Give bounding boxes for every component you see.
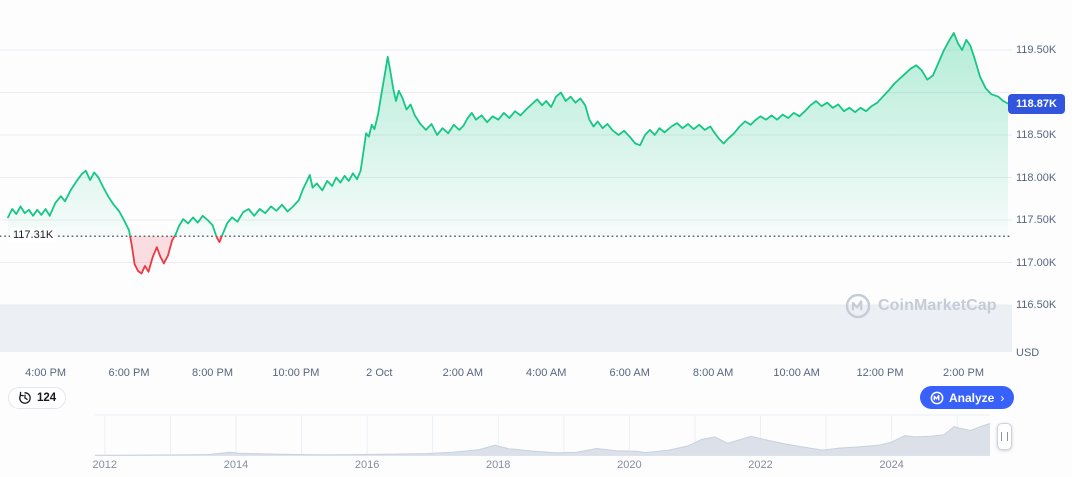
x-axis-label: 6:00 AM [609,367,650,379]
history-count-button[interactable]: 124 [8,387,67,409]
x-axis-label: 4:00 PM [25,367,67,379]
area-fill-below-baseline [130,236,222,274]
timeline-year-label: 2012 [92,459,118,471]
timeline-year-label: 2024 [879,459,904,471]
timeline-range-selector[interactable] [0,414,1072,458]
analyze-button[interactable]: Analyze › [920,386,1015,409]
x-axis-label: 2 Oct [366,367,393,379]
coinmarketcap-watermark-text: CoinMarketCap [878,297,997,314]
currency-unit-label: USD [1016,347,1040,359]
area-fill-above-baseline [8,33,1008,237]
x-axis-label: 10:00 AM [773,367,820,379]
x-axis-label: 12:00 PM [856,367,904,379]
coinmarketcap-logo-icon [845,293,871,319]
y-axis-label: 117.50K [1016,214,1057,226]
y-axis-label: 118.50K [1016,129,1057,141]
x-axis-label: 6:00 PM [108,367,150,379]
analyze-logo-icon [930,391,944,405]
x-axis-label: 10:00 PM [272,367,320,379]
x-axis-label: 8:00 AM [692,367,734,379]
drag-grip-icon [1001,432,1008,441]
x-axis-label: 2:00 PM [943,367,984,379]
x-axis-label: 8:00 PM [192,367,233,379]
coinmarketcap-watermark: CoinMarketCap [845,293,997,319]
history-clock-icon [18,391,32,405]
current-price-badge: 118.87K [1008,93,1065,114]
timeline-year-label: 2018 [485,459,511,471]
x-axis-label: 2:00 AM [442,367,483,379]
price-chart[interactable] [0,0,1012,358]
analyze-label: Analyze [949,390,995,405]
alltime-sparkline-area [95,423,990,456]
y-axis-label: 117.00K [1016,256,1057,269]
price-line-down [129,236,223,275]
volume-band [0,305,1012,352]
timeline-year-label: 2020 [617,459,642,471]
y-axis-label: 119.50K [1016,44,1057,56]
baseline-price-label: 117.31K [10,228,57,243]
y-axis-label: 118.00K [1016,171,1057,184]
timeline-year-label: 2022 [748,459,773,471]
price-line-up [7,32,1009,237]
y-axis-label: 116.50K [1016,299,1057,311]
chevron-right-icon: › [1000,390,1005,405]
timeline-year-label: 2014 [223,459,249,471]
timeline-year-label: 2016 [354,459,380,471]
alltime-sparkline-line [95,423,991,456]
timeline-right-handle[interactable] [997,423,1012,450]
x-axis-label: 4:00 AM [526,367,567,379]
history-count-label: 124 [37,392,57,404]
